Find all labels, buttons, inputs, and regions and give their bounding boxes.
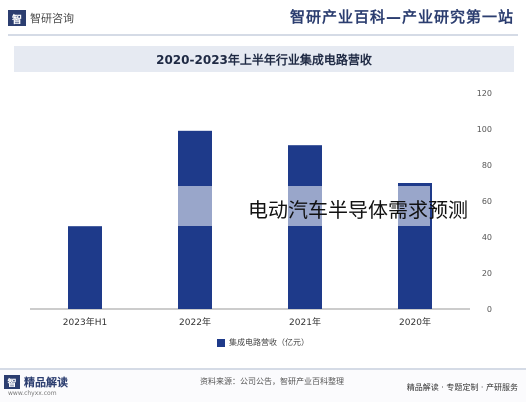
y-tick-label: 40 <box>482 233 492 242</box>
header-divider <box>8 34 518 36</box>
y-tick-label: 20 <box>482 269 492 278</box>
x-tick-label: 2021年 <box>289 316 321 328</box>
brand: 智 智研咨询 <box>8 8 74 28</box>
x-tick-label: 2022年 <box>179 316 211 328</box>
y-tick-label: 60 <box>482 197 492 206</box>
y-tick-label: 120 <box>477 89 492 98</box>
overlay-band <box>58 186 430 226</box>
page-footer: 智 精品解读 www.chyxx.com 资料来源：公司公告，智研产业百科整理 … <box>0 368 526 402</box>
x-axis: 2023年H1 2022年 2021年 2020年 <box>63 316 431 328</box>
footer-logo-icon: 智 <box>4 375 20 389</box>
y-tick-label: 80 <box>482 161 492 170</box>
footer-url: www.chyxx.com <box>8 390 57 397</box>
y-axis: 0 20 40 60 80 100 120 <box>30 89 492 314</box>
header-slogan: 智研产业百科—产业研究第一站 <box>290 6 514 27</box>
footer-brand-name: 精品解读 <box>24 376 68 389</box>
footer-source: 资料来源：公司公告，智研产业百科整理 <box>200 377 344 386</box>
x-tick-label: 2020年 <box>399 316 431 328</box>
legend-swatch <box>217 338 225 347</box>
bar <box>68 226 102 309</box>
x-tick-label: 2023年H1 <box>63 316 107 328</box>
y-tick-label: 100 <box>477 125 492 134</box>
page-header: 智 智研咨询 智研产业百科—产业研究第一站 <box>0 0 526 36</box>
bar <box>288 145 322 309</box>
brand-name: 智研咨询 <box>30 12 74 25</box>
footer-services: 精品解读 · 专题定制 · 产研服务 <box>406 383 518 392</box>
legend-label: 集成电路营收（亿元） <box>229 338 309 347</box>
footer-brand: 智 精品解读 <box>4 374 68 390</box>
y-tick-label: 0 <box>487 305 492 314</box>
legend: 集成电路营收（亿元） <box>0 337 526 348</box>
slogan-text: 智研产业百科—产业研究第一站 <box>289 8 514 26</box>
brand-logo-icon: 智 <box>8 10 26 26</box>
chart-title: 2020-2023年上半年行业集成电路营收 <box>14 46 514 72</box>
overlay-caption: 电动汽车半导体需求预测 <box>248 198 468 222</box>
